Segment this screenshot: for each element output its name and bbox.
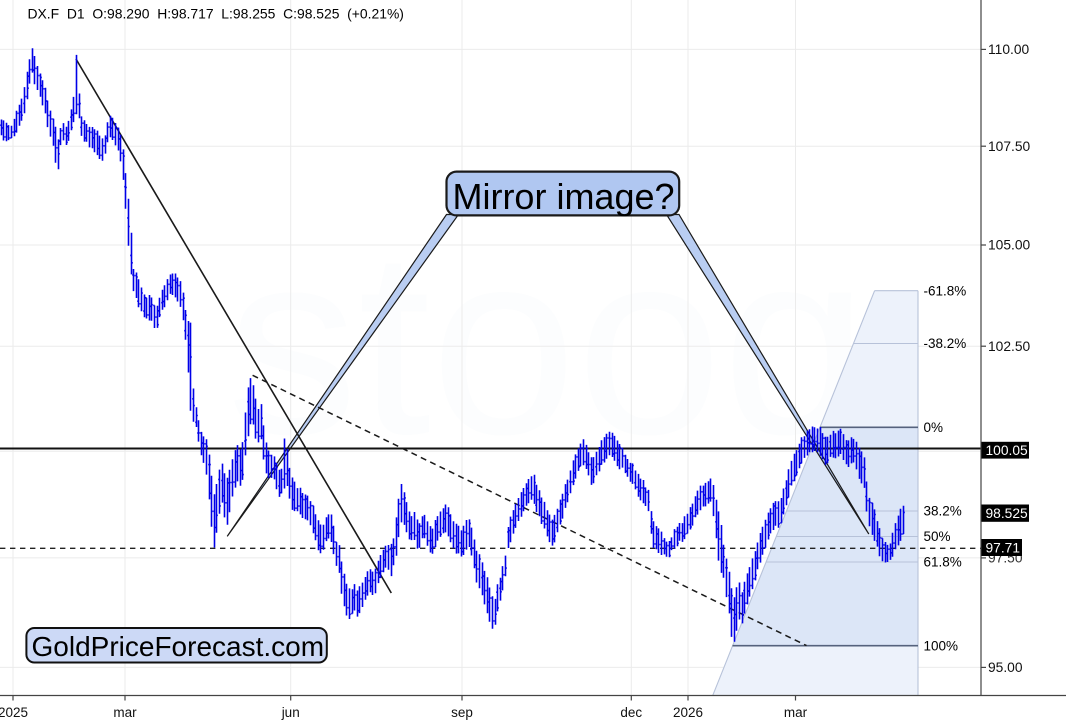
svg-text:jun: jun [281,705,300,720]
svg-text:107.50: 107.50 [988,139,1031,154]
svg-text:95.00: 95.00 [988,660,1023,675]
svg-text:Mirror image?: Mirror image? [452,176,674,217]
svg-text:110.00: 110.00 [988,42,1030,57]
svg-text:-61.8%: -61.8% [924,284,967,299]
svg-text:98.525: 98.525 [986,506,1029,521]
svg-text:mar: mar [113,705,137,720]
svg-text:50%: 50% [924,529,951,544]
svg-text:GoldPriceForecast.com: GoldPriceForecast.com [32,631,325,662]
svg-text:mar: mar [784,705,808,720]
svg-text:2025: 2025 [0,705,28,720]
svg-text:61.8%: 61.8% [924,555,962,570]
svg-text:dec: dec [620,705,642,720]
svg-text:0%: 0% [924,420,944,435]
svg-text:97.71: 97.71 [986,540,1021,555]
svg-text:sep: sep [451,705,473,720]
svg-text:100.05: 100.05 [986,443,1029,458]
svg-text:102.50: 102.50 [988,339,1031,354]
svg-text:2026: 2026 [673,705,703,720]
svg-text:DX.F D1 O:98.290 H:98.717: DX.F D1 O:98.290 H:98.717 L:98.255 C:98.… [28,5,404,21]
svg-text:105.00: 105.00 [988,238,1031,253]
svg-text:100%: 100% [924,639,959,654]
svg-text:-38.2%: -38.2% [924,336,967,351]
svg-text:38.2%: 38.2% [924,504,962,519]
svg-text:stooq: stooq [227,196,868,490]
